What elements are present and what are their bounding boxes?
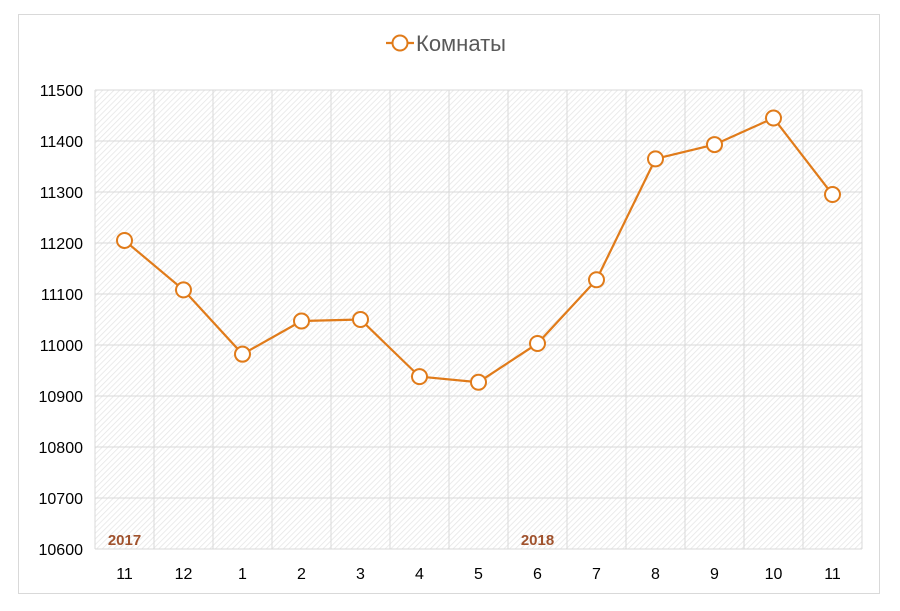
data-point: [293, 312, 310, 330]
x-tick-label: 3: [356, 566, 365, 583]
y-tick-label: 10600: [39, 542, 84, 559]
y-tick-label: 10800: [39, 440, 84, 457]
data-point: [352, 311, 369, 328]
y-tick-label: 11200: [40, 236, 83, 253]
y-tick-label: 11300: [40, 185, 83, 202]
data-point: [234, 345, 251, 363]
y-tick-label: 10900: [39, 389, 84, 406]
x-tick-label: 2: [297, 566, 306, 583]
x-tick-label: 10: [765, 566, 783, 583]
data-point: [116, 231, 133, 249]
data-point: [470, 373, 487, 391]
data-point: [529, 334, 546, 352]
x-tick-label: 5: [474, 566, 483, 583]
x-tick-label: 11: [116, 566, 133, 583]
data-point: [647, 150, 664, 168]
x-tick-label: 12: [175, 566, 193, 583]
y-tick-label: 10700: [39, 491, 84, 508]
y-tick-label: 11000: [40, 338, 83, 355]
x-tick-label: 7: [592, 566, 601, 583]
plot-area: [95, 90, 862, 549]
y-tick-label: 11100: [41, 287, 83, 304]
data-point: [765, 109, 782, 127]
x-tick-label: 8: [651, 566, 660, 583]
data-point: [706, 136, 723, 154]
y-tick-label: 11500: [40, 83, 83, 100]
year-label: 2017: [108, 532, 141, 549]
x-tick-label: 1: [238, 566, 247, 583]
data-point: [175, 281, 192, 299]
data-point: [411, 368, 428, 386]
y-tick-label: 11400: [40, 134, 83, 151]
x-tick-label: 11: [824, 566, 841, 583]
x-tick-label: 9: [710, 566, 719, 583]
year-label: 2018: [521, 532, 554, 549]
x-tick-label: 6: [533, 566, 542, 583]
x-tick-label: 4: [415, 566, 424, 583]
legend-label: Комнаты: [416, 31, 506, 56]
data-point: [824, 186, 841, 204]
data-point: [588, 271, 605, 289]
legend-marker: [391, 34, 409, 52]
